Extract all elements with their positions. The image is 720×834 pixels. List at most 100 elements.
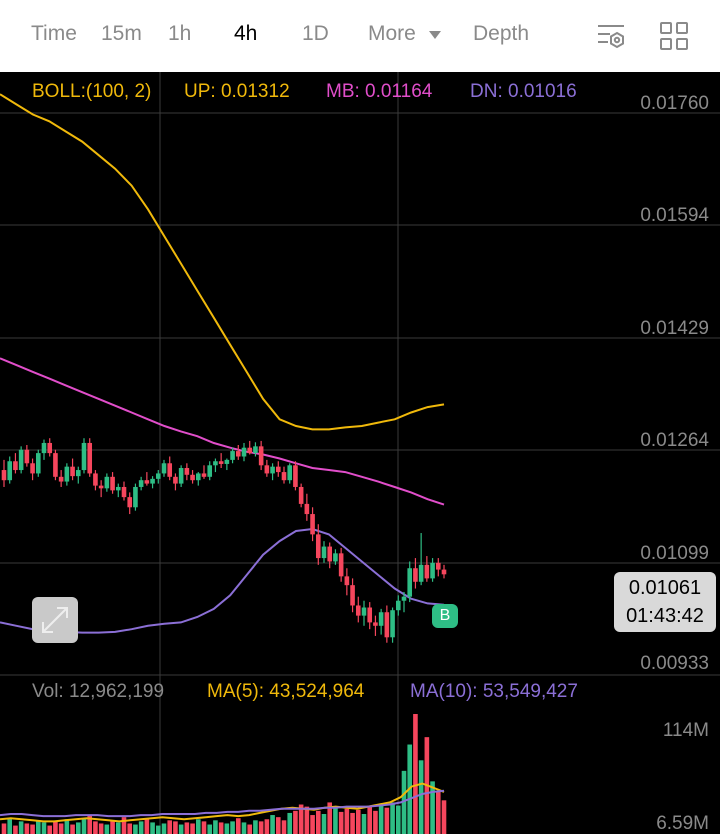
volume-bar [401, 770, 407, 834]
candle-body [173, 476, 178, 484]
price-axis: 0.01760 0.01594 0.01429 0.01264 0.01099 … [640, 93, 709, 674]
candle-body [270, 466, 275, 474]
candle-body [418, 564, 424, 582]
volume-bar [378, 804, 384, 834]
candle-body [424, 564, 430, 579]
candle-body [310, 514, 315, 535]
price-axis-label: 0.01429 [640, 318, 709, 339]
indicator-settings-icon[interactable] [596, 22, 626, 55]
candle-body [144, 480, 150, 484]
volume-bar [127, 823, 133, 834]
candle-body [58, 476, 64, 482]
volume-bar [93, 821, 98, 834]
candle-body [350, 585, 355, 606]
volume-bar [115, 822, 121, 834]
volume-bar [195, 819, 201, 834]
candle-body [264, 465, 270, 474]
volume-bar [350, 812, 355, 834]
boll-mb-line [0, 357, 445, 506]
candle-body [430, 562, 435, 579]
boll-legend: BOLL:(100, 2) UP: 0.01312 MB: 0.01164 DN… [32, 81, 577, 102]
volume-bar [384, 807, 390, 834]
candle-body [35, 453, 41, 474]
candle-body [184, 468, 190, 475]
boll-up-value: UP: 0.01312 [184, 81, 290, 102]
volume-bar [81, 818, 87, 834]
candle-body [47, 442, 53, 454]
candle-body [127, 497, 133, 508]
candle-body [53, 453, 58, 477]
volume-bar [333, 807, 338, 834]
candle-body [355, 605, 361, 616]
volume-bar [395, 805, 401, 834]
volume-bar [98, 823, 104, 834]
volume-bar [390, 802, 395, 834]
volume-bar [24, 823, 30, 834]
boll-mb-value: MB: 0.01164 [326, 81, 433, 102]
candle-body [138, 480, 144, 487]
candle-body [253, 446, 258, 454]
volume-bar [161, 823, 167, 834]
volume-bar [1, 823, 7, 834]
volume-bar [121, 817, 127, 834]
volume-bar [35, 820, 41, 834]
candle-body [275, 466, 281, 473]
volume-bar [264, 819, 270, 834]
expand-chart-button[interactable] [32, 597, 78, 643]
candle-body [7, 461, 13, 481]
volume-bar [230, 821, 235, 834]
candle-body [70, 466, 75, 477]
candle-body [190, 474, 195, 481]
tab-depth[interactable]: Depth [473, 22, 530, 45]
volume-bar [344, 808, 350, 834]
tab-15m[interactable]: 15m [101, 22, 142, 45]
price-axis-label: 0.01264 [640, 430, 709, 451]
candle-body [361, 607, 367, 616]
volume-bar [247, 824, 253, 834]
layout-grid-icon[interactable] [660, 22, 688, 55]
volume-ma5: MA(5): 43,524,964 [207, 681, 365, 702]
volume-bar [184, 822, 190, 834]
candle-body [150, 478, 155, 484]
volume-legend: Vol: 12,962,199 MA(5): 43,524,964 MA(10)… [32, 681, 709, 834]
price-chart[interactable]: 0.01760 0.01594 0.01429 0.01264 0.01099 … [0, 72, 720, 834]
volume-bar [218, 822, 224, 834]
candle-body [407, 568, 413, 597]
candle-body [133, 486, 138, 508]
tab-4h[interactable]: 4h [234, 22, 258, 45]
candle-body [304, 503, 310, 515]
volume-bar [7, 819, 13, 834]
volume-bar [367, 806, 373, 834]
volume-bar [133, 824, 138, 834]
volume-bar [178, 824, 184, 834]
tab-more-label: More [368, 22, 416, 45]
caret-down-icon [428, 22, 442, 46]
tab-1d[interactable]: 1D [302, 22, 329, 45]
buy-marker[interactable]: B [432, 604, 458, 628]
candle-body [344, 576, 350, 586]
price-axis-label: 0.01099 [640, 543, 709, 564]
volume-bar [293, 810, 298, 834]
volume-value: Vol: 12,962,199 [32, 681, 164, 702]
candle-countdown: 01:43:42 [626, 605, 704, 627]
volume-ma10-line [0, 789, 445, 818]
volume-bar [155, 825, 161, 834]
volume-bar [304, 806, 310, 834]
volume-bar [441, 800, 447, 834]
tab-1h[interactable]: 1h [168, 22, 192, 45]
tab-more[interactable]: More [368, 22, 442, 46]
candle-body [64, 466, 70, 482]
candle-body [315, 534, 321, 559]
tab-time[interactable]: Time [31, 22, 77, 45]
volume-bar [144, 819, 150, 834]
volume-bar [338, 811, 344, 834]
volume-bar [138, 821, 144, 834]
candle-body [121, 486, 127, 498]
volume-bar [201, 821, 207, 834]
volume-bar [418, 760, 424, 834]
candle-body [201, 473, 207, 477]
candle-body [287, 465, 293, 481]
volume-bar [275, 817, 281, 834]
volume-bar [355, 809, 361, 834]
volume-bar [241, 822, 247, 834]
